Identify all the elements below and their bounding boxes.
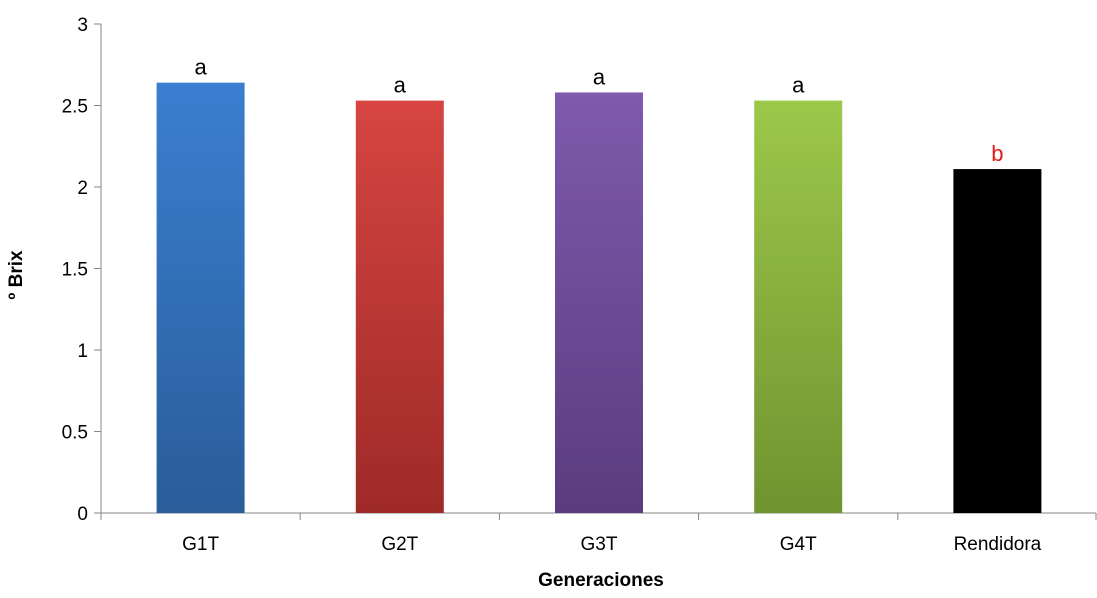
x-tick-label: Rendidora [954,534,1042,555]
y-tick-label: 1 [77,341,88,362]
x-axis: G1T G2T G3T G4T Rendidora [100,512,1097,555]
y-tick-label: 2.5 [62,97,88,118]
x-tick-label: G3T [581,534,618,555]
bar-g1t [156,82,245,514]
y-tick-label: 3 [77,15,88,36]
bar-g3t [555,92,643,514]
data-label: a [194,55,207,80]
y-tick-label: 1.5 [62,260,88,281]
data-label: a [792,73,805,98]
x-tick-label: G1T [182,534,219,555]
y-axis-title: º Brix [6,250,27,300]
x-axis-title: Generaciones [538,570,664,591]
bar-g2t [355,100,444,514]
y-tick-label: 2 [77,178,88,199]
data-label: b [991,141,1003,166]
x-tick-label: G2T [381,534,418,555]
data-label: a [394,73,407,98]
bar-rendidora [953,169,1042,513]
bars [156,82,1042,514]
bar-g4t [754,100,843,514]
y-tick-label: 0.5 [62,423,88,444]
data-labels: a a a a b [194,55,1003,166]
y-tick-label: 0 [77,504,88,525]
x-tick-label: G4T [780,534,817,555]
y-axis: 0 0.5 1 1.5 2 2.5 3 [62,15,102,525]
data-label: a [593,64,606,89]
